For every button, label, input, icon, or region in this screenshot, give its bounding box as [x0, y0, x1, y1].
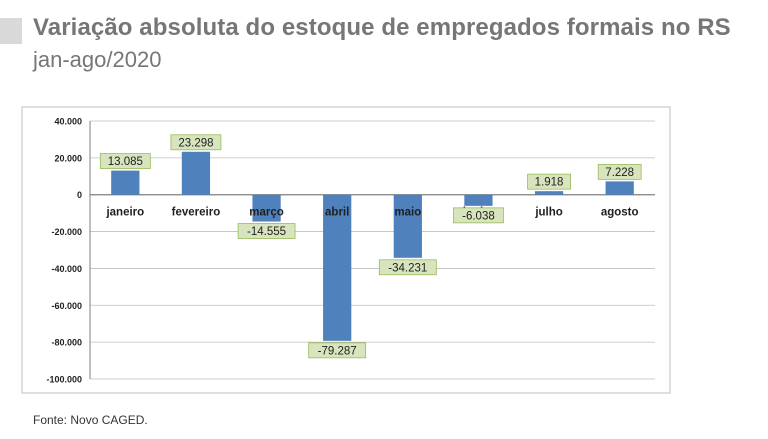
data-label: -6.038 — [462, 210, 495, 222]
data-label: 23.298 — [178, 137, 213, 149]
data-label-box — [99, 153, 151, 170]
y-tick-label: 20.000 — [54, 153, 82, 163]
data-label: -34.231 — [388, 262, 427, 274]
y-tick-label: -20.000 — [51, 227, 82, 237]
bar-junho — [464, 194, 493, 206]
y-tick-label: -80.000 — [51, 338, 82, 348]
bar-julho — [534, 191, 564, 195]
data-label-box — [378, 259, 437, 276]
y-tick-label: 40.000 — [54, 117, 82, 127]
data-label: -79.287 — [318, 345, 357, 357]
data-label: 1.918 — [535, 177, 564, 189]
category-label: julho — [534, 207, 562, 219]
bar-abril — [323, 194, 352, 341]
data-label-box — [237, 223, 296, 239]
data-label-box — [527, 173, 571, 190]
y-tick-label: 0 — [77, 190, 82, 200]
data-label: -14.555 — [247, 226, 286, 238]
page-subtitle: jan-ago/2020 — [33, 47, 162, 72]
y-tick-label: -40.000 — [51, 264, 82, 274]
category-label: agosto — [601, 207, 639, 219]
category-label: janeiro — [105, 207, 144, 219]
y-tick-label: -100.000 — [46, 375, 82, 385]
bars — [111, 151, 634, 341]
data-label-box — [308, 342, 367, 359]
bar-janeiro — [111, 170, 140, 195]
data-label-box — [170, 134, 222, 151]
bar-março — [252, 194, 281, 222]
bar-maio — [393, 194, 422, 258]
page-title: Variação absoluta do estoque de empregad… — [33, 14, 731, 41]
data-labels: 13.085 23.298 -14.555 -79.287 -34.231 -6.038 1… — [99, 134, 642, 359]
category-label: abril — [325, 207, 349, 219]
y-axis-ticks: 40.000 20.000 0 -20.000 -40.000 -60.000 -80.00… — [46, 117, 82, 385]
category-label: maio — [394, 207, 421, 219]
title-accent-bar — [0, 18, 22, 44]
data-label: 13.085 — [108, 156, 143, 168]
y-tick-label: -60.000 — [51, 301, 82, 311]
data-label-box — [453, 207, 504, 224]
bar-chart: 40.000 20.000 0 -20.000 -40.000 -60.000 -80.00… — [21, 106, 671, 394]
source-note: Fonte: Novo CAGED. — [33, 413, 148, 427]
bar-agosto — [605, 181, 634, 195]
data-label: 7.228 — [605, 167, 634, 179]
chart-container: 40.000 20.000 0 -20.000 -40.000 -60.000 -80.00… — [0, 105, 768, 395]
category-labels: janeirofevereiromarçoabrilmaiojunhojulho… — [105, 207, 638, 219]
category-label: março — [249, 207, 284, 219]
data-label-box — [597, 163, 642, 180]
bar-fevereiro — [181, 151, 211, 195]
category-label: fevereiro — [172, 207, 221, 219]
